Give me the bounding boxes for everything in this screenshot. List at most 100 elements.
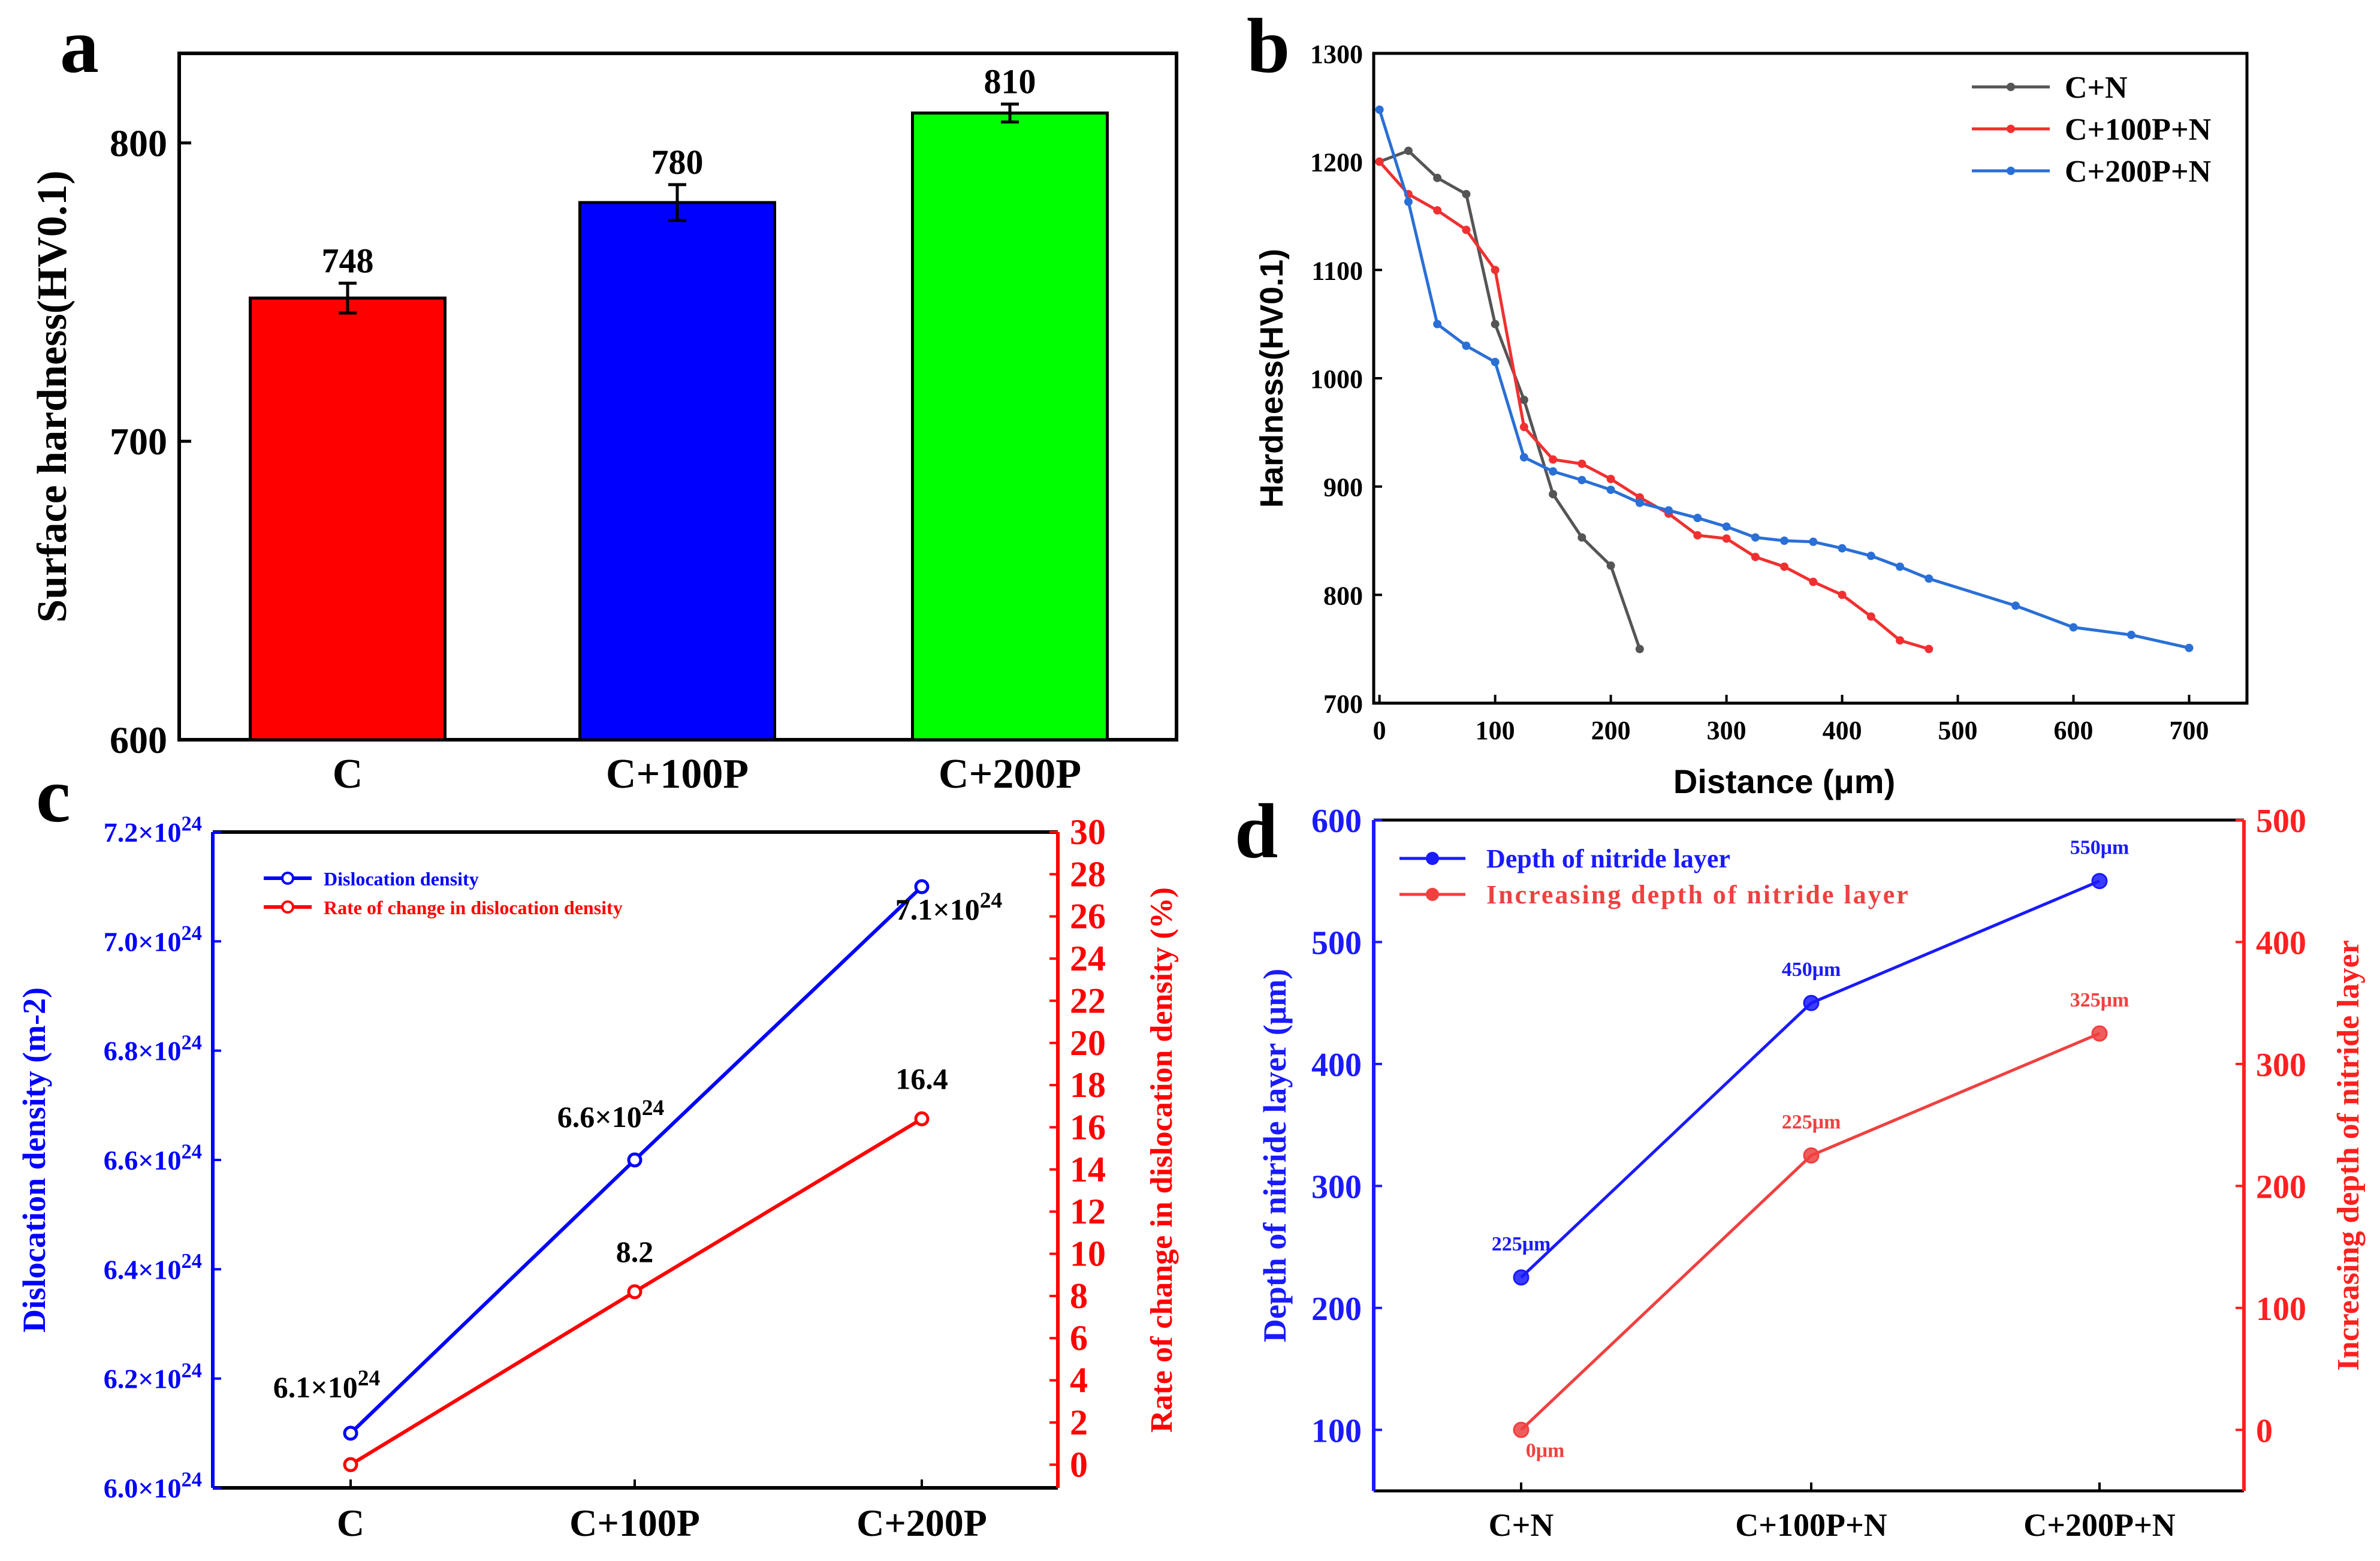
data-point-b	[1549, 490, 1558, 499]
legend-marker-d	[1426, 852, 1439, 865]
y-tick-label-d: 200	[1311, 1291, 1362, 1328]
y-tick-label-c: 7.0×1024	[104, 922, 202, 957]
panel-letter-b: b	[1247, 3, 1290, 89]
data-point-b	[1433, 320, 1442, 329]
data-point-c	[627, 1152, 642, 1168]
y-tick-label-b: 800	[1323, 581, 1363, 610]
y-tick-label-b: 700	[1323, 689, 1363, 719]
data-point-b	[1838, 590, 1847, 599]
y-axis-label-d: Depth of nitride layer (μm)	[1257, 969, 1293, 1343]
y2-tick-label-c: 8	[1070, 1276, 1088, 1316]
data-point-b	[1404, 197, 1413, 206]
data-label-d: 225μm	[1492, 1233, 1551, 1255]
x-tick-label-b: 400	[1823, 716, 1862, 745]
data-label-d: 325μm	[2070, 989, 2129, 1011]
data-label-d: 450μm	[1782, 959, 1841, 981]
data-point-b	[2011, 601, 2020, 610]
panel-letter-d: d	[1235, 788, 1278, 875]
data-point-d	[1513, 1421, 1530, 1438]
bar-C+200P	[911, 112, 1109, 742]
y-tick-label-c: 6.6×1024	[104, 1141, 202, 1176]
x-tick-label-b: 600	[2054, 716, 2094, 745]
data-label-c: 16.4	[895, 1062, 948, 1095]
x-tick-label-b: 100	[1476, 716, 1515, 745]
y2-tick-label-c: 2	[1070, 1403, 1088, 1442]
x-tick-label-b: 300	[1707, 716, 1746, 745]
x-tick-label-c: C+200P	[856, 1502, 987, 1544]
data-label-c: 7.1×1024	[895, 888, 1003, 926]
legend-label-c: Dislocation density	[324, 868, 479, 890]
data-point-b	[1896, 562, 1905, 571]
y2-tick-label-c: 10	[1070, 1234, 1106, 1274]
data-point-b	[1809, 537, 1818, 546]
data-point-b	[1519, 453, 1528, 462]
legend-marker-d	[1426, 888, 1439, 901]
data-label-a: 748	[322, 241, 374, 280]
y2-axis-label-d: Increasing depth of nitride layer	[2331, 940, 2366, 1370]
y-tick-label-b: 1000	[1310, 364, 1363, 394]
series-line-C+100P+N	[1378, 161, 1930, 651]
data-point-d	[2091, 1025, 2108, 1042]
data-point-b	[1549, 455, 1558, 464]
x-tick-label-d: C+N	[1489, 1507, 1554, 1543]
legend-label-b: C+100P+N	[2065, 113, 2211, 147]
data-point-b	[1866, 552, 1875, 560]
data-point-b	[1924, 644, 1933, 653]
y-tick-label-a: 700	[110, 420, 167, 463]
y2-tick-label-c: 18	[1070, 1065, 1106, 1105]
legend-marker-b	[2007, 125, 2015, 133]
y-tick-label-b: 1300	[1310, 40, 1363, 69]
legend-label-b: C+N	[2065, 71, 2128, 105]
y-tick-label-c: 7.2×1024	[104, 813, 202, 848]
data-point-c	[914, 879, 930, 894]
y2-tick-label-c: 22	[1070, 981, 1106, 1020]
data-label-d: 550μm	[2070, 837, 2129, 859]
x-tick-label-b: 0	[1373, 716, 1386, 745]
y2-tick-label-c: 16	[1070, 1107, 1106, 1147]
series-line-d	[1520, 1032, 2100, 1432]
y-tick-label-c: 6.4×1024	[104, 1250, 202, 1285]
legend-label-d: Depth of nitride layer	[1486, 844, 1730, 873]
data-point-b	[1751, 553, 1760, 562]
data-point-b	[1375, 105, 1384, 114]
y-tick-label-c: 6.8×1024	[104, 1031, 202, 1066]
data-point-b	[1375, 157, 1384, 166]
panel-letter-a: a	[60, 3, 99, 89]
y-tick-label-c: 6.2×1024	[104, 1359, 202, 1394]
data-point-b	[1606, 561, 1615, 570]
data-point-b	[1549, 467, 1558, 476]
data-point-b	[1404, 146, 1413, 155]
data-point-b	[1780, 537, 1789, 545]
data-point-b	[2069, 623, 2078, 632]
data-label-a: 780	[651, 143, 704, 182]
data-point-b	[1491, 357, 1500, 366]
data-label-c: 6.1×1024	[273, 1366, 381, 1404]
y-axis-label-c: Dislocation density (m-2)	[16, 987, 52, 1333]
x-tick-label-b: 200	[1591, 716, 1631, 745]
y2-axis-label-c: Rate of change in dislocation density (%…	[1145, 887, 1179, 1433]
data-point-b	[1462, 225, 1471, 234]
data-point-b	[1693, 514, 1702, 523]
y-tick-label-d: 300	[1311, 1168, 1362, 1206]
y-tick-label-c: 6.0×1024	[104, 1469, 202, 1503]
data-point-c	[914, 1111, 930, 1126]
x-axis-label-b: Distance (μm)	[1673, 763, 1895, 800]
y2-tick-label-c: 14	[1070, 1150, 1106, 1189]
y2-tick-label-c: 24	[1070, 939, 1106, 978]
y2-tick-label-c: 12	[1070, 1192, 1106, 1231]
x-tick-label-b: 500	[1938, 716, 1978, 745]
y2-tick-label-d: 500	[2256, 803, 2306, 840]
y2-tick-label-d: 400	[2256, 924, 2306, 962]
data-point-b	[1664, 506, 1673, 515]
legend-marker-b	[2007, 83, 2015, 91]
y-tick-label-b: 1200	[1310, 148, 1363, 177]
data-point-b	[1635, 644, 1644, 653]
data-point-b	[2127, 631, 2136, 640]
series-line-d	[1520, 879, 2100, 1279]
data-label-d: 225μm	[1782, 1111, 1841, 1134]
data-point-b	[1924, 574, 1933, 583]
x-tick-label-c: C	[337, 1502, 364, 1544]
data-point-d	[1803, 995, 1820, 1011]
data-point-b	[1462, 341, 1471, 350]
